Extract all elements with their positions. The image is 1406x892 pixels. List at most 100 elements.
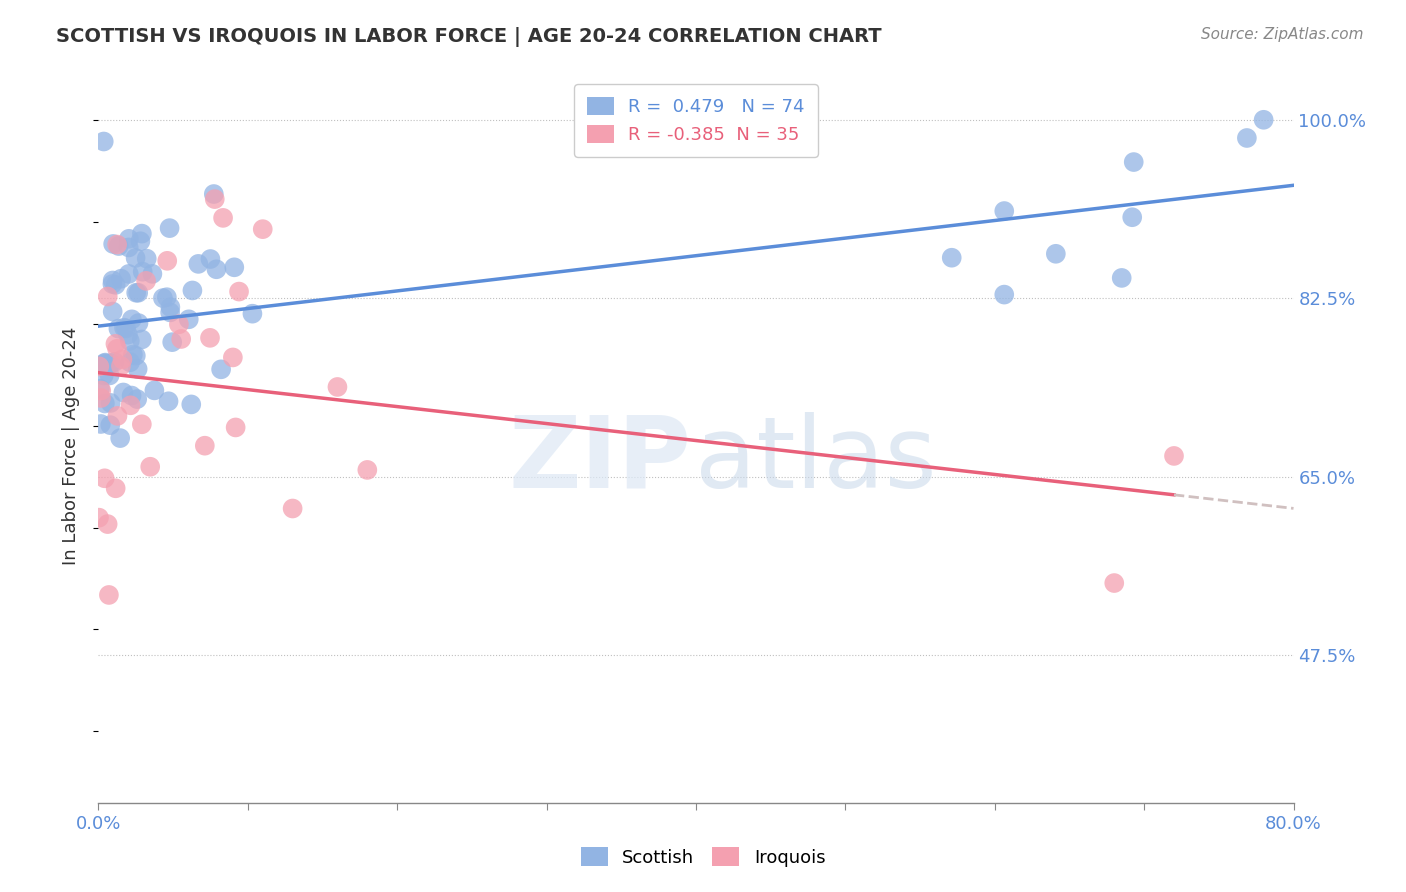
Scottish bbox=[156, 290, 179, 304]
Scottish bbox=[101, 273, 124, 287]
Scottish bbox=[108, 431, 131, 445]
Iroquois bbox=[89, 359, 111, 374]
Scottish bbox=[89, 382, 111, 396]
Scottish bbox=[104, 277, 127, 292]
Scottish bbox=[94, 396, 117, 410]
Iroquois bbox=[139, 459, 162, 474]
Iroquois bbox=[194, 439, 217, 453]
Scottish bbox=[159, 305, 181, 319]
Scottish bbox=[941, 251, 963, 265]
Scottish bbox=[187, 257, 209, 271]
Scottish bbox=[93, 135, 115, 149]
Scottish bbox=[160, 335, 183, 350]
Scottish bbox=[124, 251, 146, 265]
Text: SCOTTISH VS IROQUOIS IN LABOR FORCE | AGE 20-24 CORRELATION CHART: SCOTTISH VS IROQUOIS IN LABOR FORCE | AG… bbox=[56, 27, 882, 46]
Iroquois bbox=[87, 510, 110, 524]
Iroquois bbox=[167, 318, 190, 332]
Scottish bbox=[93, 368, 115, 383]
Scottish bbox=[209, 362, 232, 376]
Scottish bbox=[1236, 131, 1258, 145]
Iroquois bbox=[90, 384, 112, 398]
Iroquois bbox=[326, 380, 349, 394]
Scottish bbox=[101, 236, 124, 251]
Scottish bbox=[135, 252, 157, 266]
Scottish bbox=[121, 312, 143, 326]
Iroquois bbox=[356, 463, 378, 477]
Iroquois bbox=[135, 274, 157, 288]
Scottish bbox=[115, 321, 138, 335]
Iroquois bbox=[212, 211, 235, 225]
Scottish bbox=[143, 384, 166, 398]
Scottish bbox=[93, 356, 115, 370]
Scottish bbox=[177, 312, 200, 326]
Iroquois bbox=[105, 237, 128, 252]
Iroquois bbox=[110, 359, 132, 373]
Scottish bbox=[131, 265, 153, 279]
Iroquois bbox=[97, 517, 120, 532]
Iroquois bbox=[93, 471, 115, 485]
Iroquois bbox=[198, 331, 221, 345]
Scottish bbox=[112, 385, 135, 400]
Iroquois bbox=[97, 289, 120, 303]
Scottish bbox=[224, 260, 246, 275]
Scottish bbox=[993, 287, 1015, 301]
Scottish bbox=[127, 285, 149, 300]
Iroquois bbox=[156, 253, 179, 268]
Text: ZIP: ZIP bbox=[509, 412, 692, 508]
Iroquois bbox=[97, 588, 120, 602]
Scottish bbox=[118, 240, 141, 254]
Scottish bbox=[107, 239, 129, 253]
Scottish bbox=[152, 291, 174, 305]
Iroquois bbox=[107, 409, 129, 423]
Iroquois bbox=[104, 481, 127, 495]
Scottish bbox=[131, 227, 153, 241]
Iroquois bbox=[228, 285, 250, 299]
Scottish bbox=[110, 271, 132, 285]
Iroquois bbox=[1104, 576, 1126, 591]
Scottish bbox=[101, 277, 124, 291]
Iroquois bbox=[170, 332, 193, 346]
Iroquois bbox=[111, 352, 134, 367]
Iroquois bbox=[104, 336, 127, 351]
Scottish bbox=[118, 334, 141, 348]
Scottish bbox=[1111, 271, 1133, 285]
Scottish bbox=[1122, 155, 1144, 169]
Iroquois bbox=[281, 501, 304, 516]
Scottish bbox=[90, 417, 112, 431]
Iroquois bbox=[131, 417, 153, 432]
Scottish bbox=[121, 388, 143, 402]
Scottish bbox=[242, 307, 264, 321]
Scottish bbox=[117, 327, 139, 342]
Scottish bbox=[100, 396, 122, 410]
Scottish bbox=[125, 285, 148, 300]
Scottish bbox=[118, 232, 141, 246]
Y-axis label: In Labor Force | Age 20-24: In Labor Force | Age 20-24 bbox=[62, 326, 80, 566]
Scottish bbox=[993, 204, 1015, 219]
Text: atlas: atlas bbox=[695, 412, 936, 508]
Scottish bbox=[202, 187, 225, 202]
Legend: R =  0.479   N = 74, R = -0.385  N = 35: R = 0.479 N = 74, R = -0.385 N = 35 bbox=[574, 84, 818, 157]
Scottish bbox=[125, 349, 148, 363]
Scottish bbox=[131, 333, 153, 347]
Scottish bbox=[101, 304, 124, 318]
Iroquois bbox=[105, 342, 128, 356]
Scottish bbox=[159, 221, 181, 235]
Scottish bbox=[100, 356, 122, 370]
Scottish bbox=[141, 267, 163, 281]
Scottish bbox=[1045, 247, 1067, 261]
Scottish bbox=[94, 356, 117, 370]
Scottish bbox=[98, 368, 121, 383]
Iroquois bbox=[225, 420, 247, 434]
Iroquois bbox=[90, 391, 112, 405]
Scottish bbox=[122, 347, 145, 361]
Scottish bbox=[180, 397, 202, 411]
Text: Source: ZipAtlas.com: Source: ZipAtlas.com bbox=[1201, 27, 1364, 42]
Iroquois bbox=[204, 192, 226, 206]
Iroquois bbox=[120, 398, 142, 412]
Iroquois bbox=[252, 222, 274, 236]
Scottish bbox=[118, 267, 141, 281]
Scottish bbox=[127, 392, 149, 406]
Scottish bbox=[98, 418, 121, 433]
Scottish bbox=[1253, 112, 1275, 127]
Scottish bbox=[120, 355, 142, 369]
